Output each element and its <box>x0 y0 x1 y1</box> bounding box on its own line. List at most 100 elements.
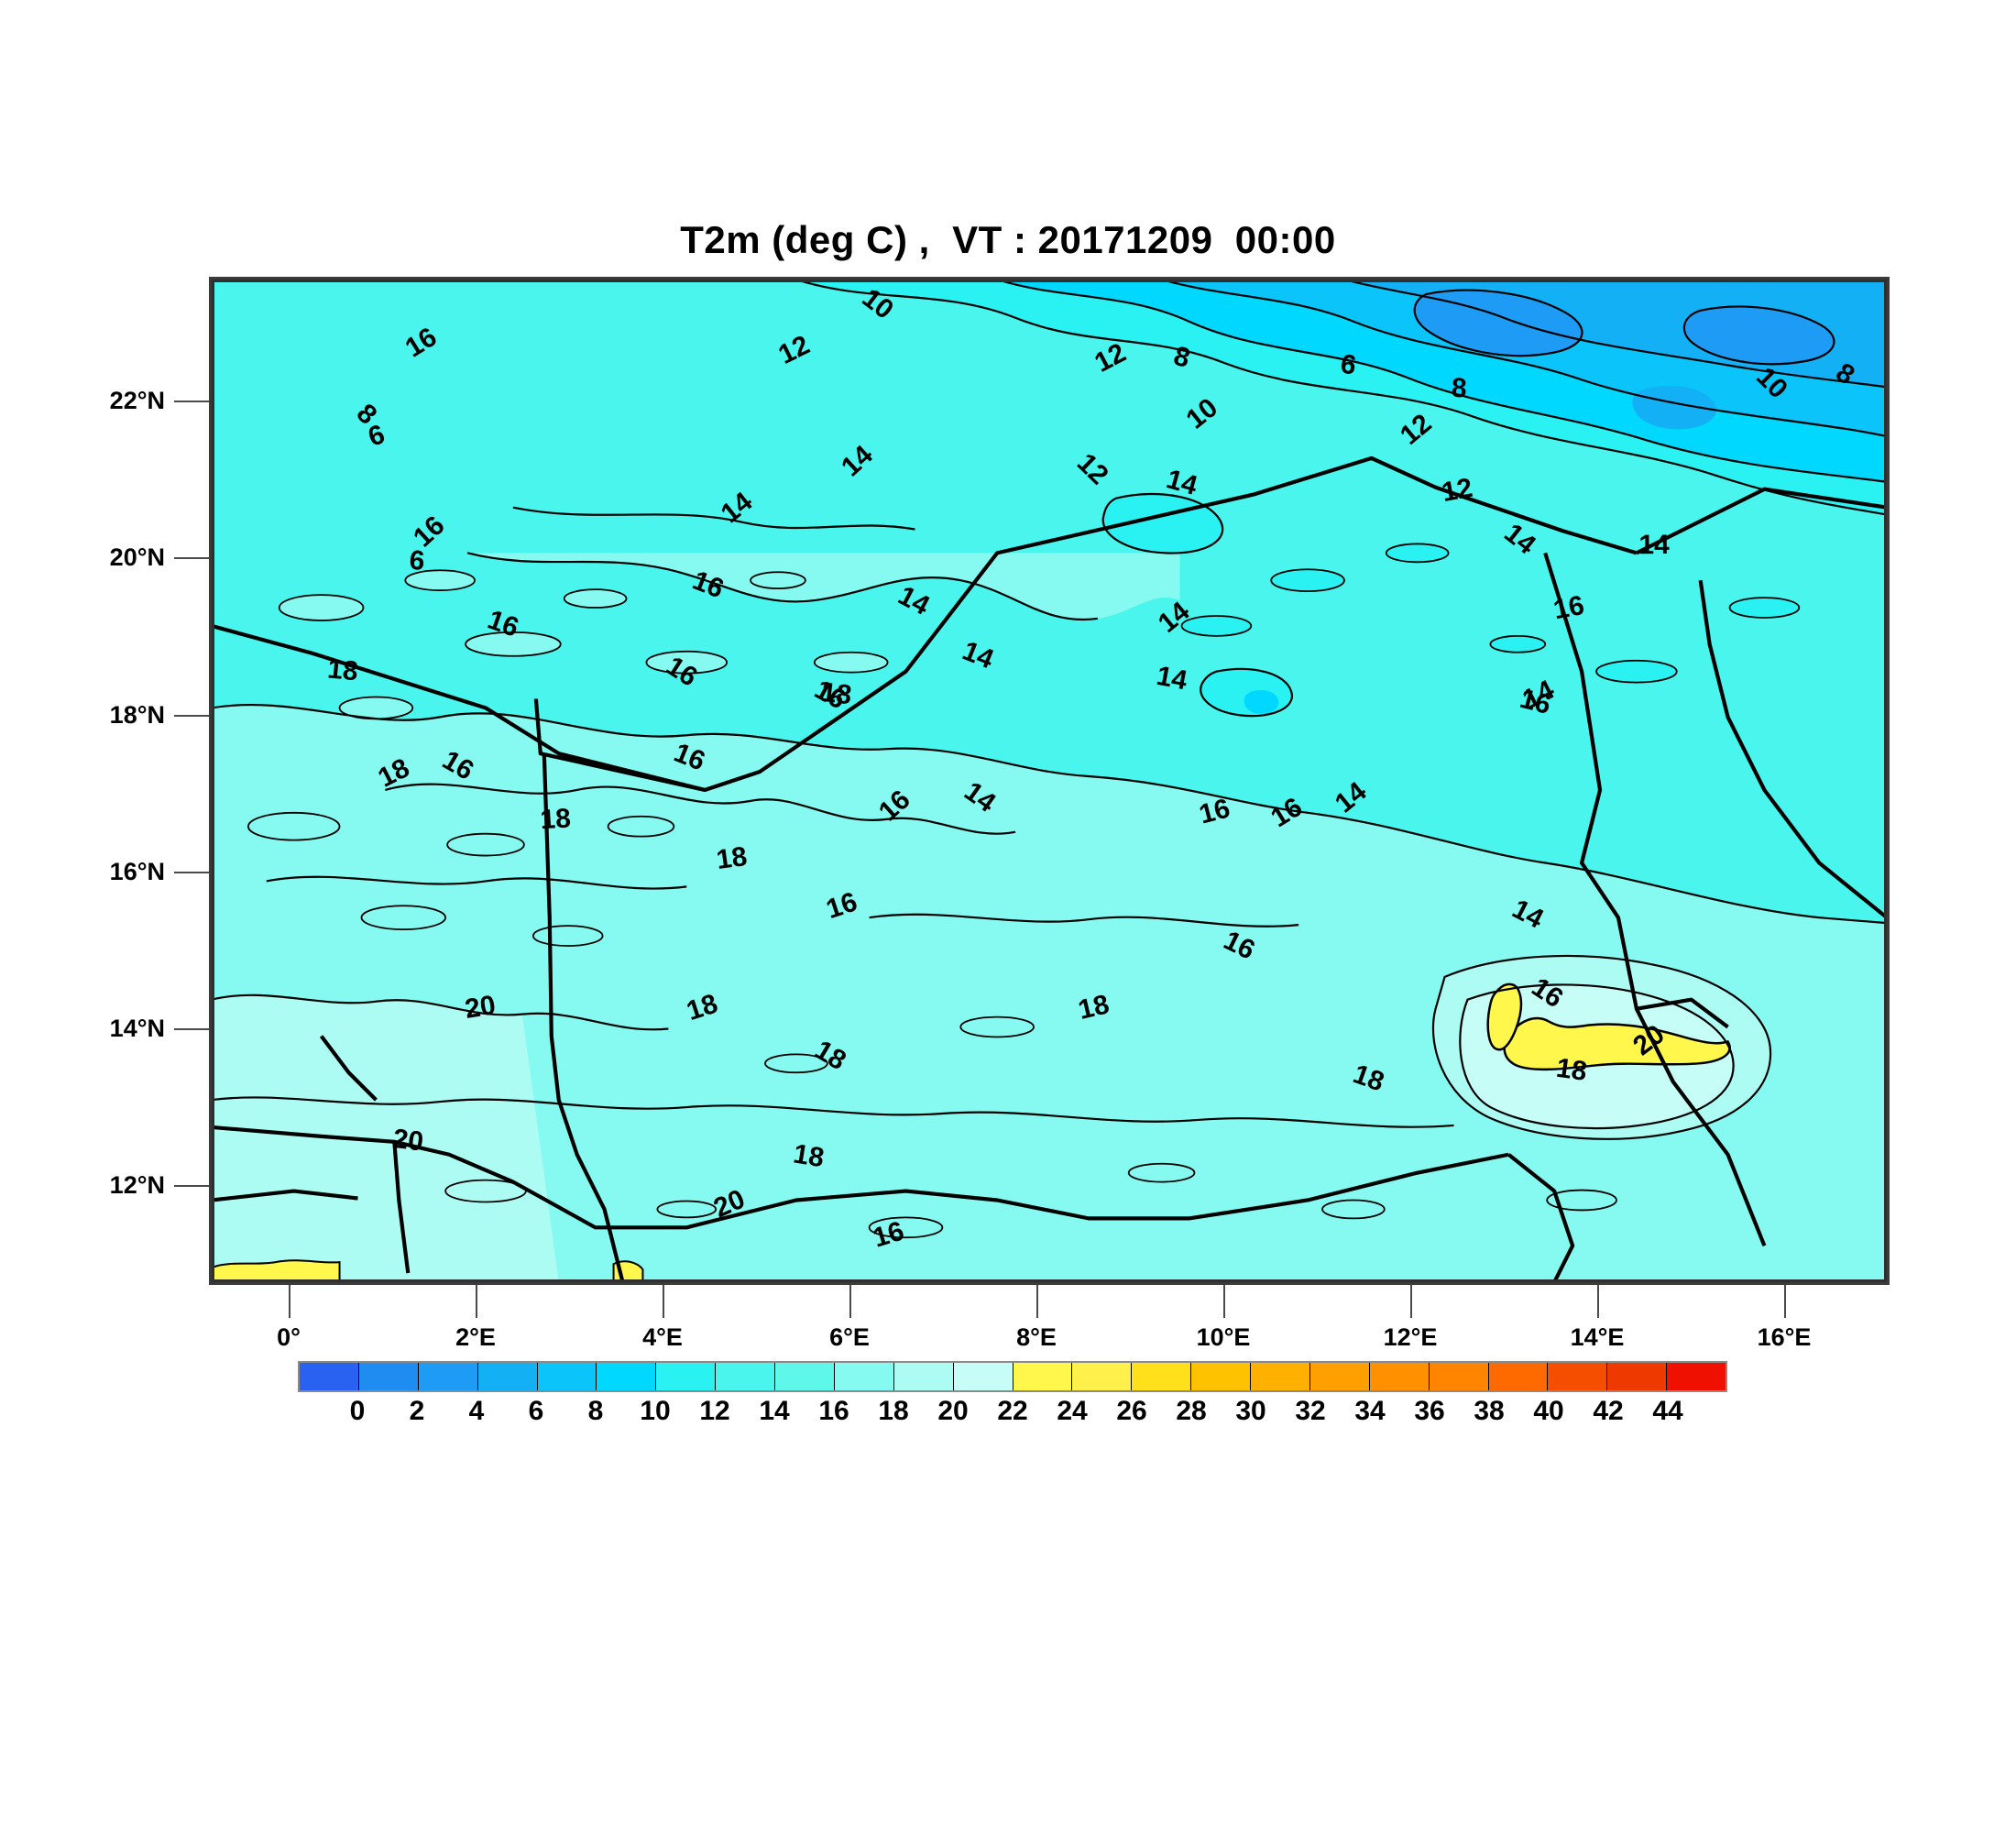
colorbar-label-16: 16 <box>818 1396 849 1426</box>
colorbar-cell-5[interactable] <box>597 1363 657 1390</box>
colorbar-label-34: 34 <box>1354 1396 1386 1426</box>
colorbar-cell-7[interactable] <box>716 1363 775 1390</box>
contour-label-14: 14 <box>1638 530 1670 560</box>
lat-label-12: 12°N <box>109 1171 165 1199</box>
band-6-8-core-c <box>1632 385 1716 430</box>
colorbar-label-22: 22 <box>997 1396 1028 1426</box>
band-16-18-c <box>376 784 1016 902</box>
colorbar-label-24: 24 <box>1057 1396 1088 1426</box>
contour-label-18: 18 <box>1554 1053 1588 1087</box>
lat-label-14: 14°N <box>109 1015 165 1042</box>
band-18-20-sw <box>212 994 559 1282</box>
colorbar-label-40: 40 <box>1533 1396 1564 1426</box>
colorbar-label-30: 30 <box>1235 1396 1266 1426</box>
contour-label-6: 6 <box>1339 349 1358 381</box>
lon-tick-16 <box>1784 1285 1786 1318</box>
lon-label-0: 0° <box>277 1323 301 1351</box>
colorbar-cell-15[interactable] <box>1191 1363 1251 1390</box>
colorbar-label-14: 14 <box>759 1396 790 1426</box>
colorbar[interactable] <box>298 1361 1727 1392</box>
colorbar-cell-19[interactable] <box>1429 1363 1489 1390</box>
lat-tick-14 <box>174 1028 209 1030</box>
contour-label-16: 16 <box>1196 793 1233 829</box>
colorbar-label-2: 2 <box>409 1396 425 1426</box>
lon-label-10: 10°E <box>1196 1323 1251 1351</box>
colorbar-cell-10[interactable] <box>893 1363 954 1390</box>
colorbar-cell-12[interactable] <box>1013 1363 1073 1390</box>
contour-lines-group <box>212 280 1887 1140</box>
contour-label-18: 18 <box>540 803 572 835</box>
colorbar-cell-16[interactable] <box>1251 1363 1310 1390</box>
contour-label-18: 18 <box>326 654 359 687</box>
contour-label-18: 18 <box>819 677 853 711</box>
colorbar-label-18: 18 <box>878 1396 909 1426</box>
contour-label-6: 6 <box>409 545 426 576</box>
lat-tick-18 <box>174 715 209 717</box>
lat-label-16: 16°N <box>109 858 165 885</box>
colorbar-cell-18[interactable] <box>1369 1363 1430 1390</box>
lon-label-2: 2°E <box>455 1323 496 1351</box>
colorbar-label-36: 36 <box>1414 1396 1445 1426</box>
colorbar-label-44: 44 <box>1652 1396 1683 1426</box>
lon-tick-6 <box>849 1285 851 1318</box>
colorbar-cell-22[interactable] <box>1607 1363 1668 1390</box>
lat-tick-16 <box>174 872 209 873</box>
page-title: T2m (deg C) , VT : 20171209 00:00 <box>680 218 1336 261</box>
contour-label-20: 20 <box>463 990 498 1025</box>
contour-label-16: 16 <box>1551 590 1587 625</box>
band-4-6-core-a <box>1414 290 1583 357</box>
colorbar-cell-17[interactable] <box>1309 1363 1370 1390</box>
pocket-10-12-c <box>1244 690 1279 714</box>
colorbar-cell-11[interactable] <box>953 1363 1013 1390</box>
colorbar-label-32: 32 <box>1295 1396 1326 1426</box>
lon-label-12: 12°E <box>1383 1323 1438 1351</box>
lat-tick-12 <box>174 1185 209 1187</box>
lon-label-4: 4°E <box>642 1323 683 1351</box>
colorbar-cell-8[interactable] <box>775 1363 835 1390</box>
contour-label-12: 12 <box>1440 473 1475 508</box>
contour-label-18: 18 <box>791 1139 826 1174</box>
lon-tick-14 <box>1597 1285 1599 1318</box>
lon-tick-4 <box>663 1285 664 1318</box>
colorbar-label-8: 8 <box>587 1396 604 1426</box>
lat-tick-22 <box>174 401 209 402</box>
colorbar-cell-0[interactable] <box>300 1363 359 1390</box>
colorbar-cell-4[interactable] <box>537 1363 597 1390</box>
lat-label-20: 20°N <box>109 543 165 571</box>
colorbar-label-42: 42 <box>1593 1396 1624 1426</box>
colorbar-cell-1[interactable] <box>358 1363 419 1390</box>
lon-label-16: 16°E <box>1757 1323 1812 1351</box>
contour-label-8: 8 <box>1451 373 1467 404</box>
colorbar-cell-21[interactable] <box>1548 1363 1608 1390</box>
lat-label-18: 18°N <box>109 701 165 729</box>
colorbar-label-26: 26 <box>1116 1396 1147 1426</box>
speckle-group-west <box>247 570 888 947</box>
contour-speckles-group <box>247 543 1801 1239</box>
lat-label-22: 22°N <box>109 387 165 414</box>
colorbar-cell-2[interactable] <box>418 1363 478 1390</box>
lon-label-14: 14°E <box>1570 1323 1625 1351</box>
colorbar-cell-9[interactable] <box>834 1363 894 1390</box>
lon-tick-8 <box>1036 1285 1038 1318</box>
colorbar-cell-6[interactable] <box>656 1363 717 1390</box>
colorbar-cell-13[interactable] <box>1072 1363 1133 1390</box>
colorbar-label-6: 6 <box>528 1396 544 1426</box>
contour-label-18: 18 <box>715 841 749 875</box>
speckle-group-east <box>1181 543 1800 683</box>
colorbar-label-28: 28 <box>1176 1396 1207 1426</box>
lake-chad-warm-area <box>1503 1016 1731 1071</box>
colorbar-label-4: 4 <box>468 1396 485 1426</box>
lon-label-8: 8°E <box>1016 1323 1057 1351</box>
colorbar-label-0: 0 <box>349 1396 366 1426</box>
colorbar-cell-23[interactable] <box>1667 1363 1726 1390</box>
colorbar-cell-14[interactable] <box>1132 1363 1192 1390</box>
map-plot-area[interactable]: 6 6 6 8 8 8 8 10 10 10 12 12 12 12 12 14 14 14 14 14 14 14 14 1… <box>209 277 1890 1285</box>
colorbar-label-10: 10 <box>640 1396 671 1426</box>
colorbar-cell-20[interactable] <box>1488 1363 1549 1390</box>
contour-label-18: 18 <box>1076 989 1112 1026</box>
lon-tick-0 <box>289 1285 290 1318</box>
colorbar-cell-3[interactable] <box>477 1363 538 1390</box>
lat-tick-20 <box>174 557 209 559</box>
